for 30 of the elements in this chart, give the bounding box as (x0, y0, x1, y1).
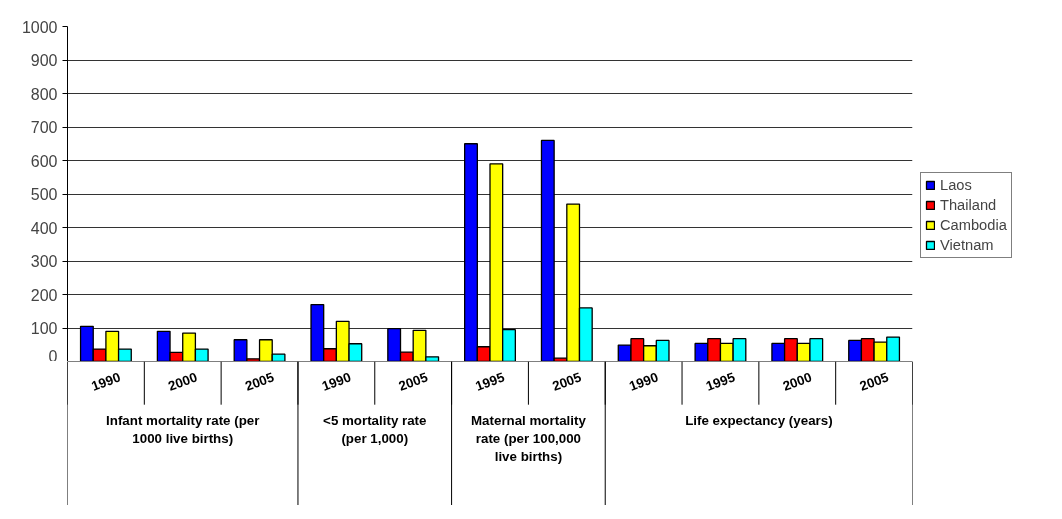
legend-label: Vietnam (940, 237, 994, 253)
x-tick-label: 1990 (319, 369, 353, 394)
text: <5 mortality rate (per 1,000) (323, 413, 427, 447)
legend-label: Cambodia (940, 217, 1007, 233)
x-tick-label: 2000 (780, 369, 814, 394)
text: Life expectancy (years) (685, 413, 833, 429)
y-tick-label: 200 (30, 286, 58, 304)
x-tick-label: 2005 (243, 369, 277, 394)
x-tick-label: 1995 (473, 369, 508, 394)
y-tick-label: 800 (30, 85, 58, 103)
y-tick-label: 300 (30, 253, 58, 270)
x-tick-label: 2005 (857, 369, 892, 394)
y-tick-label: 600 (30, 152, 58, 170)
legend-label: Laos (940, 177, 972, 193)
y-tick-label: 900 (30, 52, 58, 69)
x-tick-label: 1990 (89, 369, 123, 394)
text: Maternal mortality rate (per 100,000 live births) (471, 413, 587, 465)
legend-label: Thailand (940, 197, 997, 213)
x-tick-label: 2005 (550, 369, 584, 394)
y-tick-label: 0 (48, 347, 58, 365)
x-tick-label: 2000 (166, 369, 200, 394)
text: Infant mortality rate (per 1000 live births) (106, 413, 260, 447)
y-tick-label: 100 (30, 320, 58, 337)
y-tick-label: 500 (30, 186, 58, 203)
y-tick-label: 1000 (21, 18, 58, 36)
x-tick-label: 2005 (396, 369, 431, 394)
x-tick-label: 1995 (703, 369, 738, 394)
x-tick-label: 1990 (627, 369, 661, 394)
y-tick-label: 400 (30, 219, 58, 237)
y-tick-label: 700 (30, 119, 58, 136)
